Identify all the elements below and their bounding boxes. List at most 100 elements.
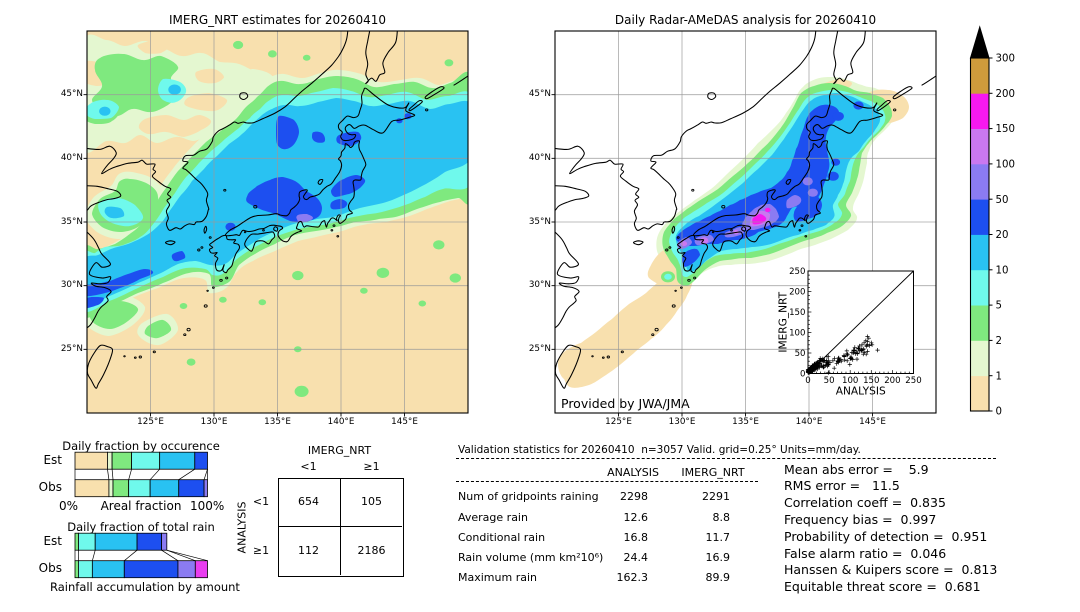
inset-x-tick: 200: [884, 376, 900, 386]
occurrence-est-label: Est: [43, 453, 62, 467]
totalrain-chart-title: Daily fraction of total rain: [67, 520, 215, 534]
precip-speck-p50: [807, 188, 818, 197]
validation-row-label: Num of gridpoints raining: [458, 490, 599, 503]
precip-speck-p10: [168, 84, 181, 95]
bar-connector-line: [107, 469, 110, 480]
map-credit: Provided by JWA/JMA: [561, 395, 690, 411]
validation-row-analysis: 162.3: [616, 570, 649, 584]
y-tick-label: 45°N: [60, 89, 83, 100]
contingency-table-box: [277, 477, 404, 577]
precip-contour-p50: [296, 214, 313, 222]
colorbar-segment: [970, 163, 989, 200]
coastline: [87, 231, 112, 329]
contingency-cell-10: 112: [298, 544, 319, 557]
bar-segment-est-20-50: [136, 532, 162, 551]
coastline: [208, 234, 240, 274]
bar-connector-line: [128, 469, 132, 480]
precip-speck-p2: [179, 303, 188, 309]
bar-connector-line: [149, 468, 160, 480]
validation-row-label: Rain volume (mm km²10⁶): [458, 550, 604, 564]
coastline: [87, 31, 349, 231]
y-tick-label: 30°N: [60, 280, 83, 291]
island-dot: [123, 355, 126, 358]
inset-x-tick: 50: [824, 376, 835, 386]
bar-segment-obs-5-10: [128, 479, 151, 498]
colorbar-segment: [970, 128, 989, 165]
bar-connector-line: [161, 549, 179, 561]
bar-segment-obs-20-50: [178, 479, 205, 498]
y-tick-label: 45°N: [528, 89, 551, 100]
y-tick-label: 40°N: [60, 152, 83, 163]
contingency-cell-11: 2186: [357, 544, 386, 557]
inset-y-tick: 100: [789, 329, 805, 339]
stat-correlation-coeff: Correlation coeff = 0.835: [784, 495, 946, 511]
x-tick-label: 130°E: [668, 417, 696, 427]
contingency-row-label-ge1: ≥1: [252, 544, 270, 557]
x-tick-label: 125°E: [137, 417, 164, 427]
island-dot: [206, 289, 209, 292]
validation-header-rule: [456, 458, 996, 459]
x-tick-label: 125°E: [605, 417, 632, 427]
bar-connector-line: [166, 549, 208, 562]
precip-contour-p20: [87, 297, 104, 309]
island-dot: [203, 304, 208, 308]
precip-speck-p2: [302, 54, 311, 61]
colorbar-segment: [970, 305, 989, 341]
coastline-group: [87, 31, 468, 389]
precip-contour-p2: [92, 53, 181, 117]
coastline: [337, 87, 416, 142]
colorbar-segment: [970, 269, 989, 306]
precip-contour-p20: [171, 251, 186, 262]
scatter-points: [805, 334, 880, 375]
island-dot: [212, 286, 215, 289]
colorbar-segment: [970, 199, 989, 235]
precip-speck-p2: [444, 59, 454, 67]
x-tick-label: 145°E: [859, 417, 886, 427]
occurrence-chart: [74, 451, 208, 498]
colorbar-segment: [970, 58, 989, 94]
bar-segment-est-10-20: [159, 451, 196, 470]
colorbar-segment: [970, 340, 989, 377]
precip-contour-p0: [138, 115, 212, 137]
coastline: [164, 240, 176, 246]
x-tick-label: 145°E: [391, 417, 418, 427]
left-map-coastlines: [87, 31, 468, 389]
bar-connector-line: [166, 549, 196, 562]
precip-contour-p0: [608, 306, 657, 344]
y-tick-label: 30°N: [528, 280, 551, 291]
bar-segment-obs-10-20: [149, 479, 180, 498]
validation-colheader-rule: [456, 481, 758, 482]
contingency-cell-01: 105: [361, 495, 382, 508]
coastline: [453, 75, 468, 86]
contingency-col-header: IMERG_NRT: [307, 444, 372, 457]
precip-speck-p2: [294, 385, 309, 397]
precip-speck-p2: [292, 270, 304, 281]
bar-segment-obs-50-100: [203, 479, 208, 498]
island-dot: [223, 188, 227, 192]
x-tick-label: 135°E: [732, 417, 759, 427]
validation-row-imerg: 16.9: [705, 550, 731, 564]
precip-speck-p20: [832, 111, 844, 121]
precip-speck-p20: [403, 113, 412, 120]
coastline: [244, 231, 276, 252]
precip-speck-p150: [764, 207, 771, 213]
totalrain-est-label: Est: [43, 534, 62, 548]
inset-y-tick: 200: [789, 288, 805, 298]
coastline: [87, 185, 122, 212]
map-frame: [554, 30, 937, 414]
totalrain-obs-label: Obs: [38, 561, 62, 575]
island-dot: [219, 278, 223, 282]
validation-row-analysis: 24.4: [623, 550, 649, 564]
colorbar-tick-label: 100: [996, 160, 1015, 171]
coastline: [224, 140, 367, 243]
inset-y-tick: 150: [789, 308, 805, 318]
validation-header: Validation statistics for 20260410 n=305…: [458, 443, 861, 456]
island-dot: [133, 356, 137, 359]
precip-contour-p50: [786, 195, 802, 209]
island-dot: [332, 224, 336, 227]
precip-speck-p2: [268, 50, 277, 58]
precip-speck-p2: [433, 240, 445, 250]
bar-segment-est-50-100: [161, 532, 168, 551]
bar-segment-obs-1-2: [108, 479, 114, 498]
bar-segment-obs-100-150: [194, 560, 208, 579]
